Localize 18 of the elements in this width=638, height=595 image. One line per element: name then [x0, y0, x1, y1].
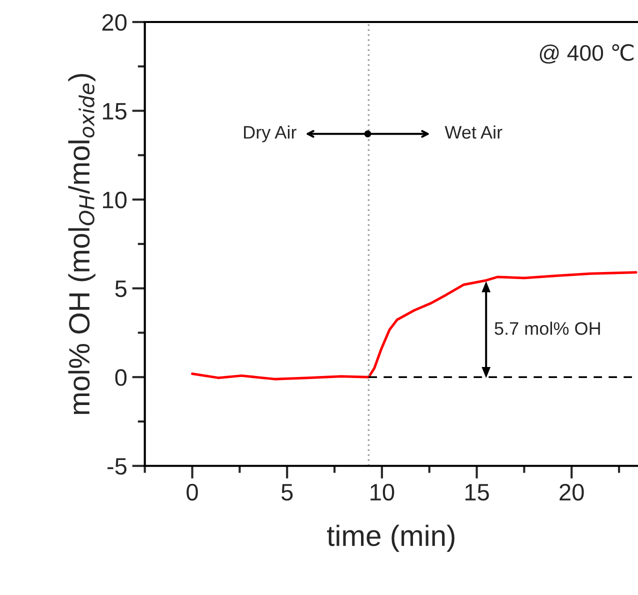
y-tick-label: 15	[103, 103, 126, 120]
y-tick-label: 20	[102, 14, 127, 31]
x-tick-label: 0	[186, 484, 198, 501]
x-axis-title: time (min)	[327, 524, 454, 552]
annotation: Wet Air	[444, 125, 502, 139]
y-tick-label: 0	[115, 369, 127, 386]
x-tick-label: 5	[281, 484, 293, 501]
y-tick-label: 10	[103, 192, 127, 208]
y-tick-label: 5	[115, 280, 126, 298]
line-series	[190, 271, 638, 380]
y-axis-title: mol% OH (mol$_{OH}$/mol$_{oxide}$)	[68, 74, 96, 414]
x-tick-label: 10	[370, 484, 394, 501]
y-tick-label: -5	[108, 458, 126, 475]
x-tick-label: 20	[560, 484, 584, 501]
x-tick-label: 15	[465, 484, 489, 501]
annotation: Dry Air	[244, 125, 296, 142]
annotation: 5.7 mol% OH	[494, 322, 600, 335]
annotation: @ 400 ℃	[540, 44, 634, 64]
